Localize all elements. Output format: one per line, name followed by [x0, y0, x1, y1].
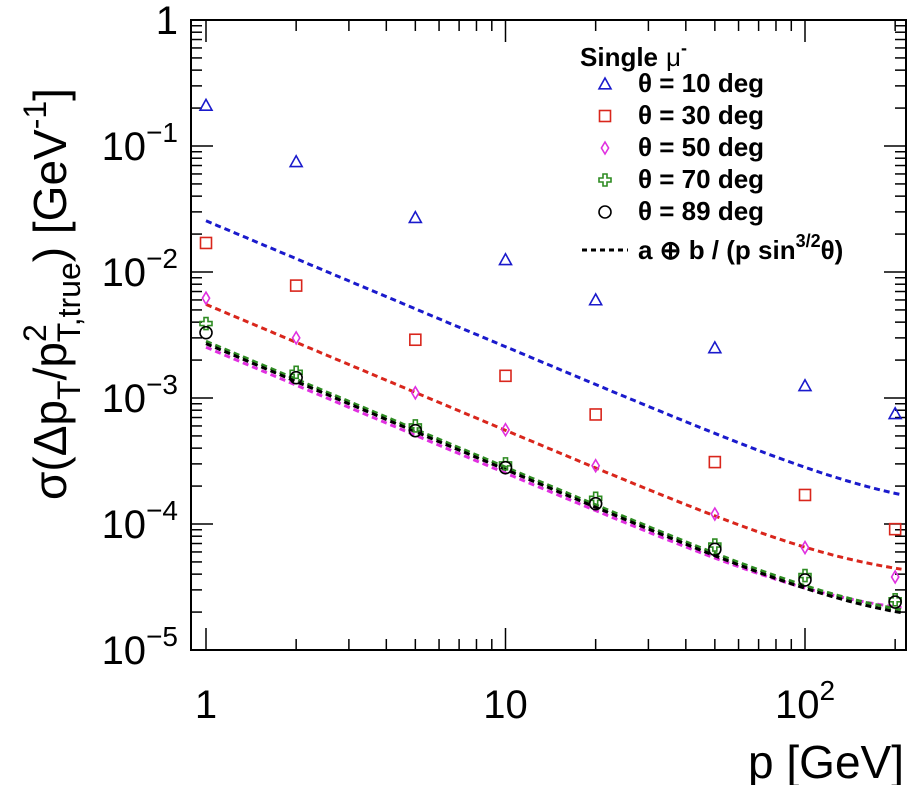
data-point — [498, 460, 513, 475]
data-point — [708, 455, 722, 469]
data-point — [888, 595, 902, 609]
legend-marker — [600, 140, 610, 156]
data-point — [201, 290, 211, 306]
y-tick-label: 1 — [156, 0, 178, 43]
data-point — [800, 540, 810, 556]
x-tick-label: 1 — [195, 683, 217, 727]
y-axis-title-part: /p — [24, 342, 76, 380]
data-point — [707, 340, 723, 354]
legend-header-symbol: μ — [666, 42, 681, 72]
legend-fit-tail: θ) — [821, 235, 844, 265]
data-point — [199, 316, 213, 331]
y-axis-title-part: ] — [24, 88, 76, 101]
svg-text:a ⊕ b / (p sin3/2θ): a ⊕ b / (p sin3/2θ) — [638, 231, 843, 265]
tick-labels: 1 10 102 1 10−1 10−2 10−3 10−4 10−5 — [102, 0, 835, 727]
fit-curve — [205, 342, 902, 615]
data-point — [409, 333, 422, 347]
svg-text:σ(ΔpT/p2T,true) [GeV-1]: σ(ΔpT/p2T,true) [GeV-1] — [17, 88, 87, 500]
legend-label: θ = 89 deg — [638, 196, 764, 226]
data-point — [408, 423, 423, 438]
x-axis-title: p [GeV] — [748, 736, 904, 785]
data-point — [588, 491, 603, 506]
data-point — [500, 422, 511, 438]
data-point — [289, 370, 303, 385]
x-tick-label: 102 — [775, 675, 835, 727]
data-point — [798, 488, 812, 502]
legend-label: θ = 50 deg — [638, 132, 764, 162]
data-point — [798, 573, 812, 587]
legend-marker — [597, 76, 613, 90]
y-axis-title-sub: T — [51, 380, 87, 400]
legend-marker — [598, 109, 612, 123]
data-point — [710, 506, 720, 522]
legend-label: θ = 70 deg — [638, 164, 764, 194]
data-point — [588, 496, 603, 511]
fit-curve — [205, 345, 902, 610]
y-axis-title-sup: 2 — [17, 324, 53, 342]
y-tick-label: 10−1 — [102, 117, 178, 169]
y-axis-title: σ(ΔpT/p2T,true) [GeV-1] — [17, 88, 87, 500]
data-point — [588, 292, 604, 306]
legend-fit-sup: 3/2 — [796, 231, 821, 251]
data-point — [797, 378, 813, 392]
data-point — [199, 325, 213, 340]
fit-curve — [205, 339, 902, 612]
fit-curves — [205, 219, 902, 615]
legend-label: θ = 10 deg — [638, 68, 764, 98]
data-point — [890, 569, 900, 585]
plot-frame — [190, 19, 907, 651]
y-tick-label: 10−3 — [102, 369, 178, 421]
y-tick-label: 10−2 — [102, 243, 178, 295]
data-point — [288, 154, 304, 168]
legend-header: Single — [580, 42, 658, 72]
y-axis-title-sup: -1 — [17, 101, 53, 129]
data-point — [498, 252, 513, 266]
data-point — [408, 419, 423, 433]
legend-header-sup: - — [681, 38, 687, 58]
data-point — [410, 385, 420, 401]
data-point — [291, 330, 301, 346]
data-point — [887, 406, 903, 420]
y-tick-label: 10−4 — [102, 495, 178, 547]
data-point — [198, 97, 214, 112]
fit-curve — [205, 219, 902, 497]
data-point — [407, 210, 423, 224]
data-points — [198, 97, 903, 609]
y-axis-title-sub: T,true — [51, 262, 87, 342]
data-point — [289, 279, 303, 292]
data-point — [708, 542, 722, 557]
y-tick-label: 10−5 — [102, 621, 178, 673]
data-point — [289, 365, 303, 380]
data-point — [888, 593, 902, 607]
axis-ticks — [191, 19, 906, 651]
legend-marker — [598, 173, 612, 187]
legend-fit-label: a ⊕ b / (p sin — [638, 235, 796, 265]
x-tick-label: 10 — [483, 683, 528, 727]
data-point — [888, 522, 902, 536]
data-point — [199, 236, 213, 250]
data-point — [591, 458, 601, 474]
legend-label: θ = 30 deg — [638, 100, 764, 130]
legend-marker — [598, 205, 612, 219]
data-point — [499, 369, 512, 383]
y-axis-title-part: σ(Δp — [24, 400, 76, 500]
y-axis-title-part: ) [GeV — [24, 129, 76, 262]
fit-curve — [205, 303, 902, 571]
data-point — [589, 408, 602, 421]
